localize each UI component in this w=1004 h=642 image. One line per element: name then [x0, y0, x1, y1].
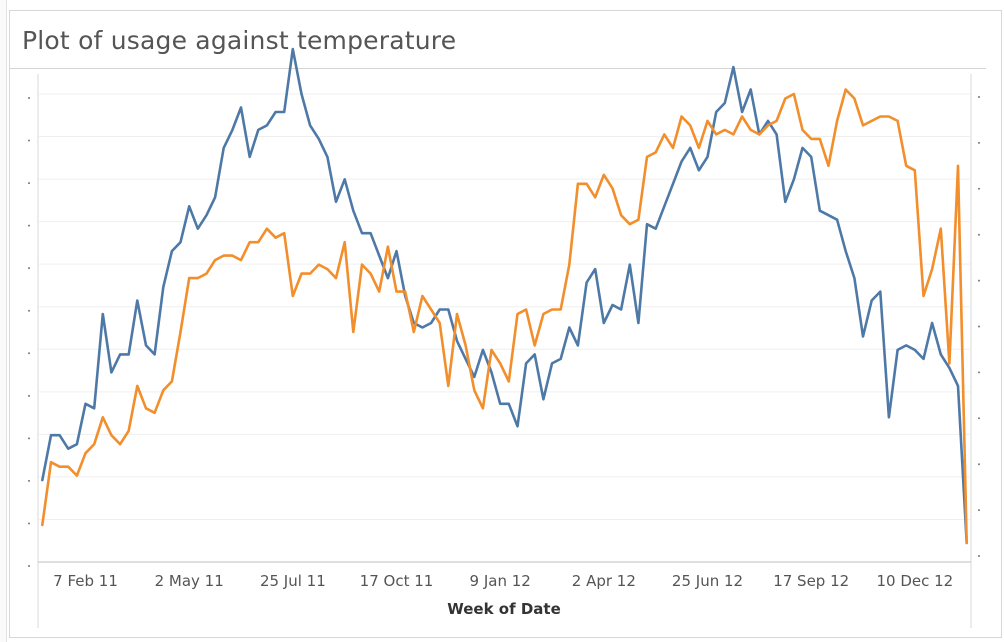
- right-y-tick-mark: [978, 417, 980, 420]
- title-divider: [10, 68, 986, 69]
- left-y-tick-mark: [28, 394, 30, 397]
- left-y-tick-mark: [28, 267, 30, 270]
- series-line-blue: [40, 47, 969, 545]
- right-y-tick-mark: [978, 233, 980, 236]
- series-lines: [40, 47, 969, 545]
- left-y-tick-mark: [28, 522, 30, 525]
- left-y-tick-mark: [28, 565, 30, 567]
- right-y-tick-mark: [978, 96, 980, 98]
- right-y-tick-mark: [978, 141, 980, 144]
- x-tick-label: 10 Dec 12: [876, 572, 953, 590]
- x-tick-label: 25 Jun 12: [672, 572, 743, 590]
- right-y-tick-mark: [978, 555, 980, 557]
- left-y-tick-mark: [28, 437, 30, 440]
- right-y-tick-mark: [978, 371, 980, 374]
- x-tick-label: 17 Sep 12: [773, 572, 849, 590]
- right-y-tick-mark: [978, 509, 980, 512]
- right-y-tick-mark: [978, 187, 980, 190]
- y-axis-ticks: [28, 96, 980, 567]
- x-tick-label: 2 Apr 12: [572, 572, 636, 590]
- right-y-tick-mark: [978, 463, 980, 466]
- left-y-tick-mark: [28, 479, 30, 482]
- left-y-tick-mark: [28, 309, 30, 312]
- right-y-tick-mark: [978, 325, 980, 328]
- left-y-tick-mark: [28, 182, 30, 185]
- left-panel-edge: [0, 0, 7, 642]
- chart-worksheet-frame: [9, 10, 1002, 638]
- left-y-tick-mark: [28, 352, 30, 355]
- series-line-orange: [40, 88, 969, 545]
- left-y-tick-mark: [28, 224, 30, 227]
- x-tick-label: 25 Jul 11: [260, 572, 326, 590]
- left-y-tick-mark: [28, 139, 30, 142]
- x-tick-label: 17 Oct 11: [360, 572, 434, 590]
- x-tick-label: 2 May 11: [155, 572, 224, 590]
- x-axis-tick-labels: 7 Feb 11 2 May 11 25 Jul 11 17 Oct 11 9 Jan …: [53, 572, 953, 590]
- chart-title: Plot of usage against temperature: [22, 26, 457, 55]
- x-tick-label: 7 Feb 11: [53, 572, 118, 590]
- left-y-tick-mark: [28, 97, 30, 99]
- x-tick-label: 9 Jan 12: [470, 572, 531, 590]
- x-axis-title: Week of Date: [447, 600, 561, 618]
- right-y-tick-mark: [978, 279, 980, 282]
